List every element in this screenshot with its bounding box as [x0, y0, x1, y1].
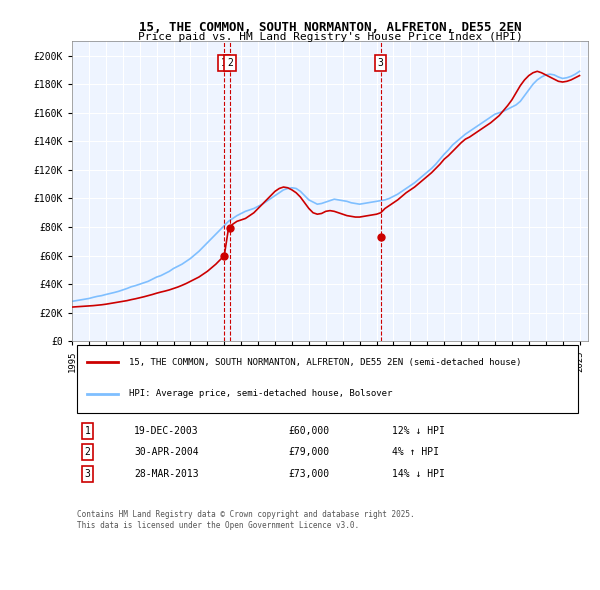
Text: 1: 1: [85, 426, 91, 436]
Text: 12% ↓ HPI: 12% ↓ HPI: [392, 426, 445, 436]
Text: HPI: Average price, semi-detached house, Bolsover: HPI: Average price, semi-detached house,…: [129, 389, 392, 398]
Text: 19-DEC-2003: 19-DEC-2003: [134, 426, 199, 436]
Text: £79,000: £79,000: [289, 447, 330, 457]
Text: 15, THE COMMON, SOUTH NORMANTON, ALFRETON, DE55 2EN (semi-detached house): 15, THE COMMON, SOUTH NORMANTON, ALFRETO…: [129, 358, 521, 367]
Text: 3: 3: [85, 468, 91, 478]
Text: 30-APR-2004: 30-APR-2004: [134, 447, 199, 457]
Text: 15, THE COMMON, SOUTH NORMANTON, ALFRETON, DE55 2EN: 15, THE COMMON, SOUTH NORMANTON, ALFRETO…: [139, 21, 521, 34]
Text: £73,000: £73,000: [289, 468, 330, 478]
Text: 14% ↓ HPI: 14% ↓ HPI: [392, 468, 445, 478]
Text: 2: 2: [85, 447, 91, 457]
Text: 1: 1: [221, 58, 227, 68]
Text: Price paid vs. HM Land Registry's House Price Index (HPI): Price paid vs. HM Land Registry's House …: [137, 32, 523, 42]
Text: 4% ↑ HPI: 4% ↑ HPI: [392, 447, 439, 457]
Text: Contains HM Land Registry data © Crown copyright and database right 2025.
This d: Contains HM Land Registry data © Crown c…: [77, 510, 415, 530]
Text: 2: 2: [227, 58, 233, 68]
FancyBboxPatch shape: [77, 345, 578, 412]
Text: 3: 3: [377, 58, 383, 68]
Text: £60,000: £60,000: [289, 426, 330, 436]
Text: 28-MAR-2013: 28-MAR-2013: [134, 468, 199, 478]
